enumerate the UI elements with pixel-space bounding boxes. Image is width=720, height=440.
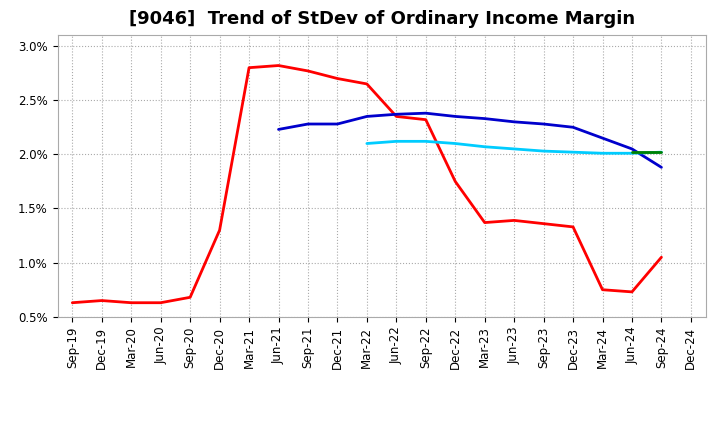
3 Years <box>451 179 459 184</box>
5 Years <box>628 146 636 151</box>
3 Years <box>97 298 106 303</box>
7 Years <box>569 150 577 155</box>
7 Years <box>657 150 666 155</box>
3 Years <box>569 224 577 230</box>
7 Years <box>598 150 607 156</box>
5 Years <box>451 114 459 119</box>
7 Years <box>392 139 400 144</box>
3 Years <box>539 221 548 226</box>
Line: 7 Years: 7 Years <box>367 141 662 153</box>
3 Years <box>156 300 165 305</box>
3 Years <box>215 227 224 233</box>
5 Years <box>363 114 372 119</box>
3 Years <box>421 117 430 122</box>
5 Years <box>510 119 518 125</box>
7 Years <box>421 139 430 144</box>
3 Years <box>363 81 372 87</box>
Line: 5 Years: 5 Years <box>279 113 662 167</box>
3 Years <box>68 300 76 305</box>
7 Years <box>451 141 459 146</box>
7 Years <box>628 150 636 156</box>
3 Years <box>657 255 666 260</box>
7 Years <box>480 144 489 150</box>
3 Years <box>127 300 135 305</box>
3 Years <box>333 76 342 81</box>
3 Years <box>480 220 489 225</box>
Title: [9046]  Trend of StDev of Ordinary Income Margin: [9046] Trend of StDev of Ordinary Income… <box>129 10 634 28</box>
5 Years <box>480 116 489 121</box>
5 Years <box>657 165 666 170</box>
5 Years <box>333 121 342 127</box>
5 Years <box>274 127 283 132</box>
3 Years <box>510 218 518 223</box>
3 Years <box>628 289 636 294</box>
10 Years <box>657 150 666 155</box>
5 Years <box>304 121 312 127</box>
3 Years <box>304 68 312 73</box>
7 Years <box>539 148 548 154</box>
5 Years <box>392 112 400 117</box>
3 Years <box>274 63 283 68</box>
10 Years <box>628 150 636 155</box>
5 Years <box>539 121 548 127</box>
5 Years <box>569 125 577 130</box>
3 Years <box>392 114 400 119</box>
3 Years <box>245 65 253 70</box>
5 Years <box>421 110 430 116</box>
3 Years <box>186 295 194 300</box>
7 Years <box>510 146 518 151</box>
7 Years <box>363 141 372 146</box>
5 Years <box>598 136 607 141</box>
Line: 3 Years: 3 Years <box>72 66 662 303</box>
3 Years <box>598 287 607 292</box>
